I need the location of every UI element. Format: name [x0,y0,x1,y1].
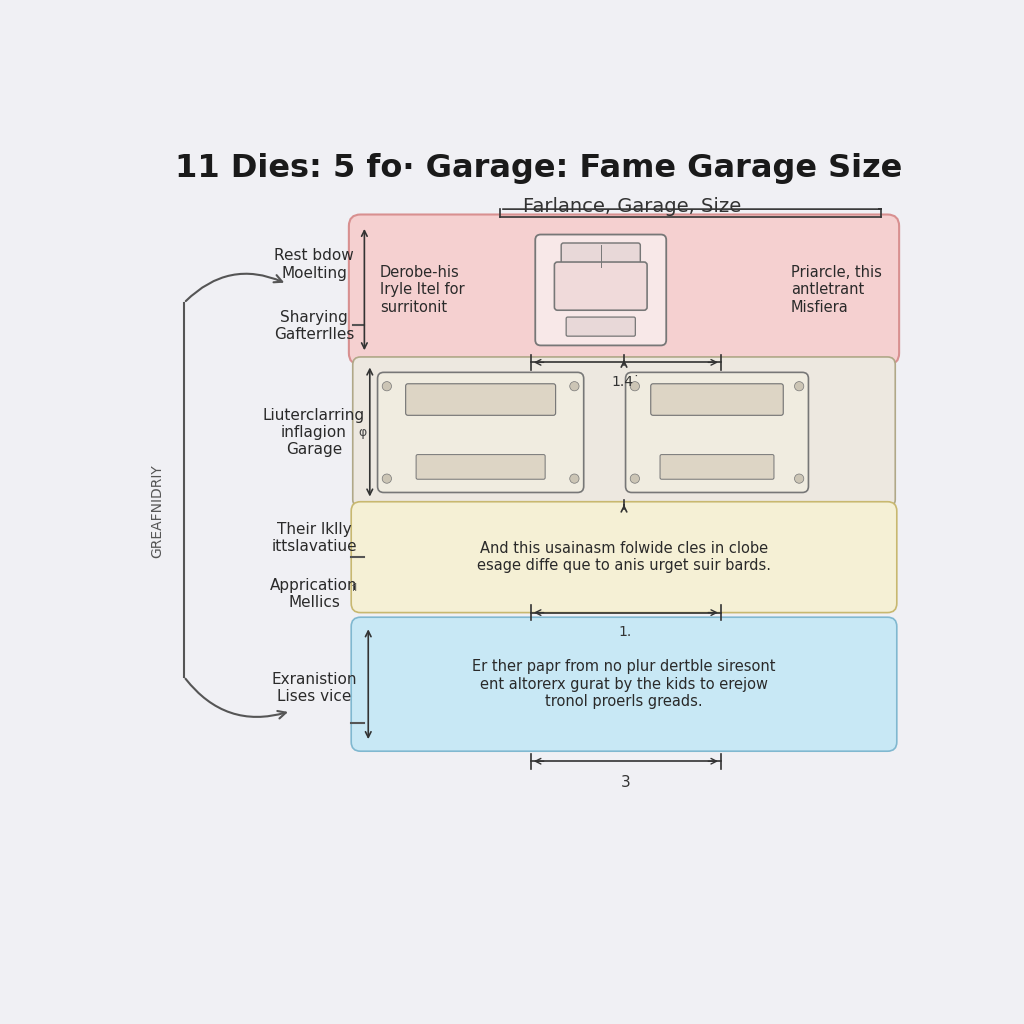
FancyBboxPatch shape [351,502,897,612]
FancyBboxPatch shape [660,455,774,479]
FancyBboxPatch shape [352,357,895,507]
Text: Priarcle, this
antletrant
Misfiera: Priarcle, this antletrant Misfiera [791,265,882,314]
FancyArrowPatch shape [185,679,286,719]
Circle shape [795,474,804,483]
Text: 3: 3 [621,775,631,791]
FancyBboxPatch shape [406,384,556,416]
FancyBboxPatch shape [351,617,897,752]
FancyArrowPatch shape [185,273,283,301]
FancyBboxPatch shape [566,317,635,336]
Text: Liuterclarring
inflagion
Garage: Liuterclarring inflagion Garage [263,408,366,458]
Text: Sharying
Gafterrlles: Sharying Gafterrlles [273,310,354,342]
FancyBboxPatch shape [536,234,667,345]
Text: φ: φ [358,426,367,439]
Text: 11 Dies: 5 fo· Garage: Fame Garage Size: 11 Dies: 5 fo· Garage: Fame Garage Size [175,153,902,184]
Text: Er ther papr from no plur dertble siresont
ent altorerx gurat by the kids to ere: Er ther papr from no plur dertble sireso… [472,659,776,709]
Text: Their lklly
ittslavatiue: Their lklly ittslavatiue [271,521,356,554]
Text: 1.: 1. [618,625,632,639]
Circle shape [630,474,640,483]
Text: Exranistion
Lises vice: Exranistion Lises vice [271,672,356,705]
Text: fl: fl [352,583,358,593]
Text: Derobe-his
Iryle Itel for
surritonit: Derobe-his Iryle Itel for surritonit [380,265,465,314]
Circle shape [382,474,391,483]
Text: GREAFNIDRIY: GREAFNIDRIY [151,464,165,558]
Text: Apprication
Mellics: Apprication Mellics [270,578,357,610]
Circle shape [630,382,640,391]
FancyBboxPatch shape [554,262,647,310]
Text: 1.4˙: 1.4˙ [611,375,640,389]
FancyBboxPatch shape [349,214,899,365]
Text: And this usainasm folwide cles in clobe
esage diffe que to anis urget suir bards: And this usainasm folwide cles in clobe … [477,541,771,573]
FancyBboxPatch shape [626,373,809,493]
Circle shape [569,474,579,483]
Circle shape [569,382,579,391]
Circle shape [795,382,804,391]
FancyBboxPatch shape [650,384,783,416]
FancyBboxPatch shape [561,243,640,269]
FancyBboxPatch shape [416,455,545,479]
Text: Rest bdow
Moelting: Rest bdow Moelting [274,249,354,281]
Circle shape [382,382,391,391]
FancyBboxPatch shape [378,373,584,493]
Text: Farlance, Garage, Size: Farlance, Garage, Size [522,198,741,216]
